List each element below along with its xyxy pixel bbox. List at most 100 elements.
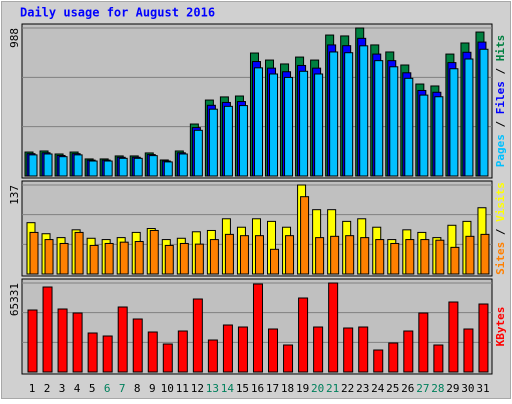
legend-separator: / [494,61,507,81]
bar [224,233,234,275]
x-tick-label: 15 [236,382,249,395]
bar [193,129,203,177]
x-tick-label: 26 [401,382,414,395]
bar [283,344,294,373]
bar [252,283,263,373]
bar [104,242,114,275]
bar [177,330,188,373]
bar [330,235,340,275]
bar [358,326,369,373]
x-tick-label: 23 [356,382,369,395]
bar [435,239,445,275]
bar [117,306,128,373]
bar [163,161,173,177]
bar [374,60,384,177]
y-tick-label: 988 [8,28,21,48]
x-tick-label: 2 [44,382,51,395]
bar [43,153,53,177]
bar [119,241,129,275]
bar [179,242,189,275]
bar [42,286,53,373]
bar [463,328,474,373]
bar [87,332,98,373]
bar [299,70,309,177]
bar [390,242,400,275]
x-tick-label: 20 [311,382,324,395]
bar [88,160,98,177]
x-tick-label: 22 [341,382,354,395]
bar [254,235,264,275]
bar [103,160,113,177]
bar [480,233,490,275]
bar [298,297,309,373]
x-tick-label: 7 [119,382,126,395]
legend-entry: Visits [494,182,507,222]
x-tick-label: 16 [251,382,264,395]
bar [147,331,158,373]
bar [178,153,188,177]
bar [59,242,69,275]
x-tick-label: 3 [59,382,66,395]
bar [270,248,280,275]
x-tick-label: 9 [149,382,156,395]
x-tick-label: 4 [74,382,81,395]
x-tick-label: 11 [176,382,189,395]
y-tick-label: 137 [8,185,21,205]
x-tick-label: 21 [326,382,339,395]
bar [450,246,460,275]
bar [253,67,263,177]
x-tick-label: 5 [89,382,96,395]
legend: Sites / Visits [494,182,507,275]
x-tick-label: 30 [461,382,474,395]
bar [238,105,248,177]
bar [58,156,68,177]
bar [300,196,310,275]
bar [27,309,38,373]
x-tick-label: 6 [104,382,111,395]
x-tick-label: 24 [371,382,385,395]
bar [44,239,54,275]
bar [72,312,83,373]
bar [343,327,354,373]
legend-entry: KBytes [494,307,507,347]
legend: Pages / Files / Hits [494,35,507,168]
bar [102,335,113,373]
bar [314,73,324,177]
bar [133,157,143,177]
bar [285,235,295,275]
bar [464,58,474,177]
bar [478,303,489,373]
legend-entry: Pages [494,134,507,167]
bar [373,349,384,373]
x-tick-label: 27 [416,382,429,395]
bar [313,326,324,373]
bar [29,231,39,275]
bar [419,94,429,177]
bar [74,231,84,275]
bar [389,66,399,177]
bar [388,342,399,373]
bar [403,330,414,373]
legend-entry: Files [494,81,507,114]
y-tick-label: 65331 [8,283,21,316]
x-tick-label: 1 [29,382,36,395]
bar [164,244,174,275]
bar [209,239,219,275]
bar [344,52,354,177]
bar [479,48,489,177]
bar [404,77,414,177]
bar [148,155,158,177]
bar [449,68,459,177]
x-tick-label: 29 [446,382,459,395]
chart-title: Daily usage for August 2016 [20,6,215,20]
bar [223,105,233,177]
x-tick-label: 28 [431,382,444,395]
x-tick-label: 19 [296,382,309,395]
bar [448,301,459,373]
bar [359,45,369,177]
bar [89,244,99,275]
bar [465,235,475,275]
bar [132,318,143,373]
bar [73,154,83,177]
